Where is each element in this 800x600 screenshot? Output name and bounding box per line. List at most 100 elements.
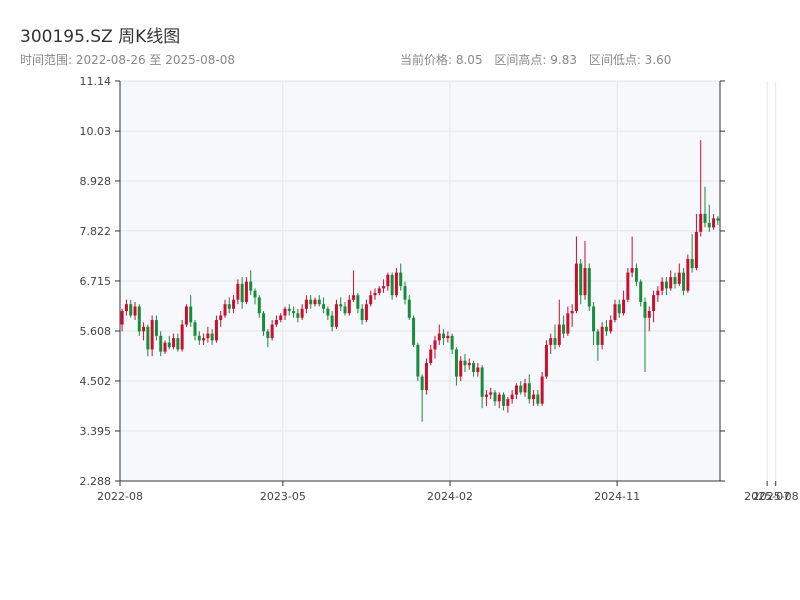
candle-body bbox=[334, 304, 338, 327]
candle-body bbox=[532, 394, 536, 400]
candle bbox=[514, 383, 518, 400]
candle-body bbox=[647, 311, 651, 318]
candle-body bbox=[716, 218, 720, 221]
candle-body bbox=[429, 349, 433, 363]
candle-body bbox=[133, 306, 137, 316]
candle bbox=[377, 286, 381, 296]
candle-body bbox=[664, 281, 668, 289]
candle bbox=[502, 392, 506, 411]
candle bbox=[707, 204, 711, 232]
candle-body bbox=[223, 304, 227, 316]
candle-body bbox=[373, 292, 377, 296]
candle-body bbox=[634, 268, 638, 282]
candle bbox=[137, 304, 141, 336]
candle-body bbox=[360, 308, 364, 321]
y-tick-label: 10.03 bbox=[80, 125, 112, 138]
candle bbox=[454, 347, 458, 386]
candle bbox=[527, 374, 531, 404]
candle-body bbox=[609, 320, 613, 332]
candle-body bbox=[514, 385, 518, 395]
candle bbox=[703, 186, 707, 228]
candle-body bbox=[274, 320, 278, 325]
candle bbox=[266, 329, 270, 348]
y-tick-label: 5.608 bbox=[80, 325, 112, 338]
candle bbox=[532, 390, 536, 406]
candle-body bbox=[562, 324, 566, 334]
candle bbox=[579, 259, 583, 305]
candle-body bbox=[343, 306, 347, 314]
candle bbox=[519, 381, 523, 395]
candle-body bbox=[304, 299, 308, 309]
candle-body bbox=[257, 297, 261, 314]
candle bbox=[262, 311, 266, 336]
candle bbox=[583, 240, 587, 300]
candle bbox=[347, 295, 351, 316]
candle bbox=[159, 331, 163, 357]
candle-body bbox=[382, 286, 386, 289]
candle-body bbox=[613, 304, 617, 321]
candle-body bbox=[296, 313, 300, 318]
candle bbox=[120, 308, 124, 332]
candle-body bbox=[369, 295, 373, 305]
x-tick-label: 2025-08 bbox=[753, 490, 799, 503]
candle bbox=[412, 315, 416, 348]
candle-body bbox=[313, 299, 317, 305]
candle-body bbox=[467, 362, 471, 366]
candle-body bbox=[476, 367, 480, 373]
candle bbox=[193, 320, 197, 341]
candle bbox=[570, 304, 574, 327]
y-tick-label: 7.822 bbox=[80, 225, 112, 238]
candle bbox=[206, 326, 210, 343]
candle bbox=[317, 295, 321, 307]
candle-body bbox=[377, 288, 381, 293]
candle-body bbox=[574, 263, 578, 312]
current-price-text: 当前价格: 8.05 bbox=[400, 53, 483, 67]
candle-body bbox=[180, 324, 184, 350]
candle bbox=[287, 304, 291, 316]
candle bbox=[497, 392, 501, 409]
candle-body bbox=[287, 308, 291, 312]
candle-body bbox=[300, 308, 304, 318]
candle-body bbox=[202, 338, 206, 341]
candle bbox=[540, 372, 544, 406]
candle bbox=[356, 292, 360, 314]
candle bbox=[197, 331, 201, 345]
candle bbox=[626, 268, 630, 302]
candle bbox=[669, 270, 673, 291]
candle-body bbox=[652, 295, 656, 312]
candle-body bbox=[463, 360, 467, 366]
candle bbox=[373, 288, 377, 300]
candle-body bbox=[557, 324, 561, 345]
candle-body bbox=[446, 335, 450, 339]
candle bbox=[643, 297, 647, 373]
candle-body bbox=[677, 272, 681, 284]
candle bbox=[223, 299, 227, 318]
candle-body bbox=[566, 313, 570, 334]
candle-body bbox=[544, 344, 548, 377]
candle-body bbox=[630, 268, 634, 273]
candle bbox=[219, 311, 223, 327]
candle bbox=[634, 263, 638, 287]
candle-body bbox=[472, 362, 476, 373]
candle bbox=[716, 216, 720, 226]
candle bbox=[677, 263, 681, 287]
candle-body bbox=[639, 281, 643, 302]
candle-body bbox=[450, 335, 454, 350]
candle bbox=[592, 301, 596, 345]
y-tick-label: 2.288 bbox=[80, 475, 112, 488]
candle bbox=[536, 390, 540, 406]
candle-body bbox=[442, 333, 446, 339]
candle bbox=[467, 358, 471, 370]
candle-body bbox=[549, 338, 553, 345]
candle-body bbox=[660, 281, 664, 291]
candle bbox=[399, 263, 403, 291]
candle bbox=[566, 306, 570, 336]
candle-body bbox=[352, 295, 356, 300]
candle-body bbox=[420, 376, 424, 391]
y-tick-label: 8.928 bbox=[80, 175, 112, 188]
candle bbox=[249, 270, 253, 296]
candle-body bbox=[587, 268, 591, 307]
candle bbox=[574, 236, 578, 314]
candle-body bbox=[489, 392, 493, 395]
candle-body bbox=[669, 277, 673, 289]
